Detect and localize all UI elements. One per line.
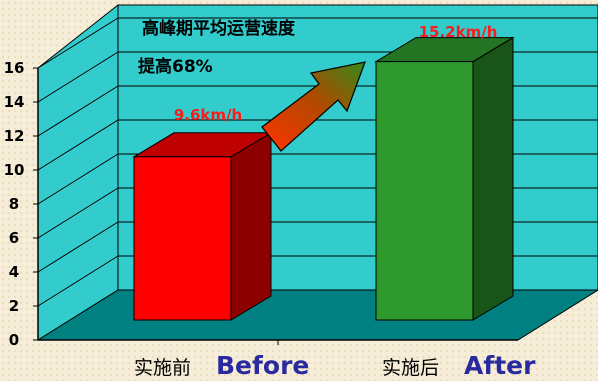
gridline-side bbox=[37, 255, 119, 307]
y-tick-label: 0 bbox=[9, 331, 19, 349]
category-label-cn: 实施前 bbox=[134, 357, 191, 379]
gridline-side bbox=[37, 187, 119, 239]
y-tick-label: 10 bbox=[4, 161, 25, 179]
chart-side-wall bbox=[37, 3, 119, 341]
chart-floor bbox=[36, 289, 598, 341]
data-label-before: 9.6km/h bbox=[174, 106, 242, 124]
y-tick-label: 12 bbox=[4, 127, 25, 145]
gridline-side bbox=[37, 51, 119, 103]
bar-side-face bbox=[472, 36, 514, 321]
y-tick-label: 2 bbox=[9, 297, 19, 315]
annotation-line-2: 提高68% bbox=[138, 56, 213, 77]
bar-before bbox=[132, 131, 273, 321]
y-tick-label: 14 bbox=[4, 93, 25, 111]
gridline-side bbox=[37, 119, 119, 171]
bar-front-face bbox=[133, 156, 232, 321]
gridline-side bbox=[37, 85, 119, 137]
annotation-line-1: 高峰期平均运营速度 bbox=[142, 18, 296, 39]
y-tick-label: 6 bbox=[9, 229, 19, 247]
gridline-side bbox=[37, 221, 119, 273]
bar-front-face bbox=[375, 61, 474, 321]
gridline-side bbox=[37, 153, 119, 205]
trend-arrow bbox=[261, 61, 366, 152]
category-label-en: After bbox=[464, 351, 536, 380]
bar-side-face bbox=[230, 131, 272, 321]
y-tick-label: 4 bbox=[9, 263, 19, 281]
y-tick-label: 16 bbox=[4, 59, 25, 77]
y-tick-label: 8 bbox=[9, 195, 19, 213]
gridline-side bbox=[37, 17, 119, 69]
category-label-cn: 实施后 bbox=[382, 357, 439, 379]
category-label-en: Before bbox=[216, 351, 309, 380]
data-label-after: 15.2km/h bbox=[419, 23, 498, 41]
bar-after bbox=[374, 36, 515, 321]
